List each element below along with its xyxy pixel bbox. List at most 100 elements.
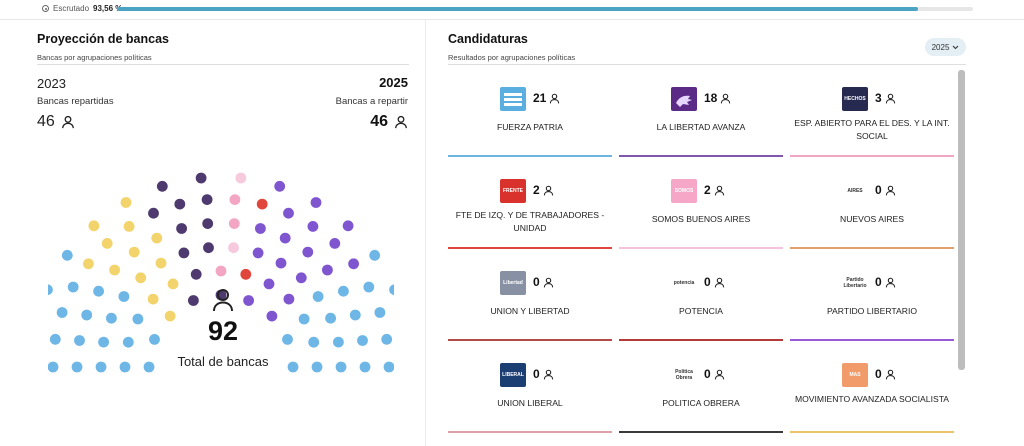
party-list[interactable]: 21 FUERZA PATRIA 18 LA LIBERTAD AVANZA HECHO…: [448, 73, 956, 446]
party-name: SOMOS BUENOS AIRES: [651, 214, 751, 224]
party-seat-count: 0: [875, 183, 896, 197]
seat-count-value: 0: [704, 275, 711, 289]
year-previous: 2023: [37, 76, 66, 91]
party-logo: Politica Obrera: [671, 363, 697, 387]
seat-dot: [256, 198, 268, 210]
party-list-scrollbar[interactable]: [958, 70, 965, 370]
party-logo: FRENTE: [500, 179, 526, 203]
logo-text: AIRES: [847, 188, 863, 194]
seat-dot: [128, 246, 140, 258]
seat-dot: [148, 207, 159, 219]
seat-dot: [81, 309, 93, 321]
logo-text: MAS: [849, 372, 861, 378]
seat-dot: [311, 361, 323, 373]
seat-dot: [235, 172, 247, 184]
seat-dot: [98, 336, 109, 348]
seat-dot: [88, 220, 100, 232]
seat-dot: [310, 197, 322, 208]
party-card[interactable]: Politica Obrera 0 POLITICA OBRERA: [619, 349, 783, 441]
person-icon: [714, 277, 724, 287]
total-seats: 92: [207, 316, 239, 346]
scrutiny-progress-bar: [117, 7, 973, 11]
party-logo: SOMOS: [671, 179, 697, 203]
seat-dot: [325, 312, 336, 324]
seats-to-distribute-value: 46: [370, 113, 388, 130]
party-card[interactable]: LIBERAL 0 UNION LIBERAL: [448, 349, 612, 441]
party-seat-count: 18: [704, 91, 731, 105]
logo-text: HECHOS: [844, 96, 866, 102]
party-card[interactable]: MAS 0 MOVIMIENTO AVANZADA SOCIALISTA: [790, 349, 954, 441]
seat-dot: [106, 312, 117, 324]
party-color-line: [448, 431, 612, 433]
seat-dot: [48, 284, 53, 296]
party-logo: Libertad: [500, 271, 526, 295]
party-card[interactable]: Libertad 0 UNION Y LIBERTAD: [448, 257, 612, 349]
person-icon: [550, 93, 560, 103]
logo-text: SOMOS: [674, 188, 694, 194]
seat-count-value: 2: [704, 183, 711, 197]
seat-dot: [119, 361, 131, 373]
person-icon: [714, 185, 724, 195]
seat-dot: [122, 336, 134, 348]
seat-dot: [374, 307, 386, 318]
party-seat-count: 2: [704, 183, 725, 197]
party-card[interactable]: Partido Libertario 0 PARTIDO LIBERTARIO: [790, 257, 954, 349]
seat-dot: [56, 307, 68, 318]
seat-dot: [203, 242, 214, 254]
seat-dot: [308, 336, 320, 348]
seat-dot: [338, 285, 349, 297]
party-card[interactable]: 18 LA LIBERTAD AVANZA: [619, 73, 783, 165]
seat-dot: [195, 172, 207, 184]
projection-subtitle: Bancas por agrupaciones políticas: [37, 53, 152, 62]
seat-dot: [263, 278, 275, 290]
chevron-down-icon: [953, 45, 959, 49]
seat-count-value: 21: [533, 91, 547, 105]
seat-dot: [283, 293, 295, 305]
year-select[interactable]: 2025: [925, 38, 966, 56]
candidacies-title: Candidaturas: [448, 32, 528, 46]
party-card[interactable]: AIRES 0 NUEVOS AIRES: [790, 165, 954, 257]
seat-dot: [335, 361, 347, 373]
seat-dot: [156, 180, 168, 192]
person-icon: [543, 185, 553, 195]
party-card[interactable]: SOMOS 2 SOMOS BUENOS AIRES: [619, 165, 783, 257]
party-seat-count: 2: [533, 183, 554, 197]
seat-dot: [48, 361, 59, 373]
party-card[interactable]: HECHOS 3 ESP. ABIERTO PARA EL DES. Y LA IN…: [790, 73, 954, 165]
seat-dot: [359, 361, 371, 373]
seat-dot: [295, 272, 307, 284]
seats-to-distribute-label: Bancas a repartir: [335, 96, 408, 107]
seat-dot: [229, 194, 241, 205]
person-icon: [213, 289, 233, 312]
party-name: LA LIBERTAD AVANZA: [656, 122, 746, 132]
logo-text: potencia: [673, 280, 695, 286]
seat-dot: [188, 295, 199, 306]
logo-text: FRENTE: [503, 188, 523, 194]
divider: [448, 64, 966, 65]
seat-dot: [298, 313, 310, 325]
seat-dot: [167, 278, 179, 290]
party-name: UNION LIBERAL: [497, 398, 563, 408]
seat-dot: [252, 247, 264, 259]
seat-dot: [329, 238, 341, 249]
party-color-line: [790, 247, 954, 249]
party-logo: potencia: [671, 271, 697, 295]
party-card[interactable]: FRENTE 2 FTE DE IZQ. Y DE TRABAJADORES - U…: [448, 165, 612, 257]
party-logo: AIRES: [842, 179, 868, 203]
party-seat-count: 0: [875, 367, 896, 381]
party-card[interactable]: 21 FUERZA PATRIA: [448, 73, 612, 165]
seat-dot: [312, 291, 324, 302]
party-name: POTENCIA: [679, 306, 723, 316]
seat-dot: [132, 313, 144, 325]
seat-dot: [71, 361, 83, 373]
party-logo: [500, 87, 526, 111]
party-logo: MAS: [842, 363, 868, 387]
scrollbar-thumb[interactable]: [958, 70, 965, 370]
party-seat-count: 0: [533, 367, 554, 381]
seat-dot: [143, 361, 155, 373]
seats-to-distribute-count: 46: [370, 113, 408, 131]
seat-dot: [176, 223, 188, 234]
seat-dot: [228, 218, 240, 229]
parliament-hemicycle: [48, 172, 394, 373]
party-card[interactable]: potencia 0 POTENCIA: [619, 257, 783, 349]
